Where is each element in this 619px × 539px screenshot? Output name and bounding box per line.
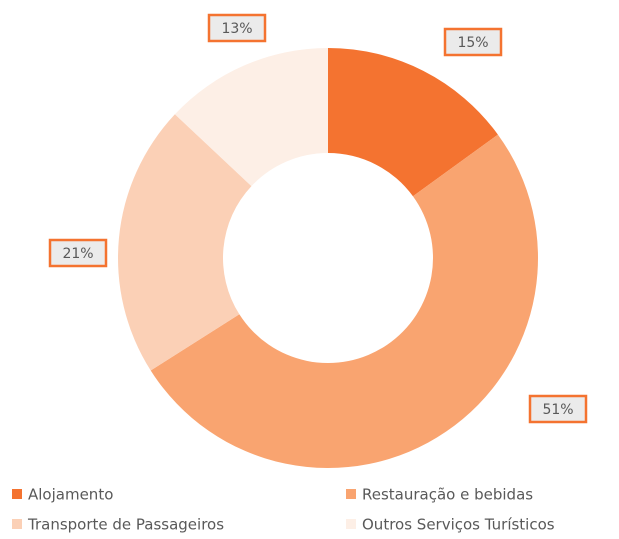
legend-label: Outros Serviços Turísticos xyxy=(362,516,555,534)
label-box xyxy=(207,13,267,43)
slice xyxy=(328,48,498,197)
slice xyxy=(117,114,252,371)
legend-swatch xyxy=(12,519,22,529)
data-label: 15% xyxy=(457,35,488,51)
legend-label: Restauração e bebidas xyxy=(362,486,533,504)
legend-label: Alojamento xyxy=(28,486,113,504)
legend-swatch xyxy=(12,489,22,499)
data-label: 13% xyxy=(221,21,252,37)
legend-swatch xyxy=(346,519,356,529)
label-box xyxy=(443,27,503,57)
legend-label: Transporte de Passageiros xyxy=(27,516,224,534)
data-label: 51% xyxy=(542,402,573,418)
slice xyxy=(174,48,328,187)
label-box xyxy=(528,394,588,424)
slice xyxy=(150,134,538,468)
legend-swatch xyxy=(346,489,356,499)
label-box xyxy=(48,238,108,268)
data-label: 21% xyxy=(62,246,93,262)
